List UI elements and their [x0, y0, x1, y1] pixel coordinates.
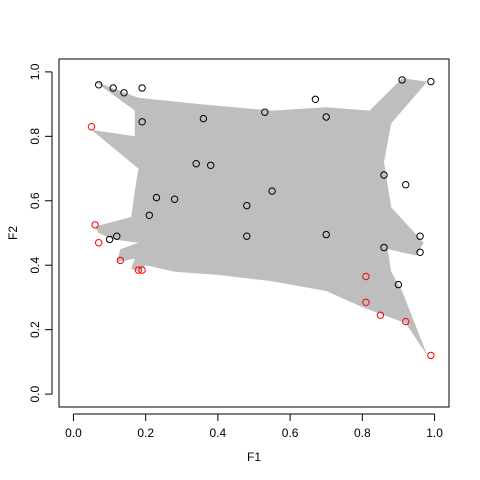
y-axis-label: F2: [6, 226, 20, 240]
data-point: [394, 280, 403, 289]
x-tick-label: 0.8: [354, 426, 371, 440]
data-point: [261, 108, 269, 116]
y-tick-label: 0.4: [28, 257, 42, 274]
data-point: [170, 195, 179, 203]
data-point: [138, 84, 146, 92]
y-tick-label: 0.2: [28, 321, 42, 338]
data-point: [199, 114, 208, 123]
data-point: [398, 76, 406, 84]
data-point: [322, 113, 330, 121]
data-point: [152, 193, 161, 202]
data-point: [109, 84, 117, 92]
data-point: [362, 298, 370, 306]
data-point: [207, 161, 215, 170]
data-point: [380, 243, 388, 252]
gray-region-layer: [91, 78, 428, 356]
x-tick-label: 0.2: [137, 426, 154, 440]
x-tick-label: 0.6: [282, 426, 299, 440]
x-axis: 0.0 0.2 0.4 0.6 0.8 1.0: [65, 413, 443, 440]
y-tick-label: 0.0: [28, 385, 42, 402]
data-point: [243, 201, 251, 210]
data-point: [138, 118, 146, 126]
gray-region: [91, 78, 428, 356]
data-point: [322, 230, 330, 239]
x-tick-label: 0.0: [65, 426, 82, 440]
data-point: [105, 235, 114, 244]
data-point: [95, 239, 103, 247]
data-point: [192, 160, 200, 168]
data-point: [138, 266, 146, 274]
data-point: [380, 171, 388, 179]
data-point: [243, 232, 251, 240]
y-tick-label: 0.6: [28, 192, 42, 209]
data-point: [376, 311, 385, 319]
data-point: [91, 221, 99, 229]
data-point: [87, 123, 96, 131]
data-point: [116, 256, 125, 265]
data-point: [402, 181, 410, 189]
data-point: [402, 317, 410, 326]
points-layer: [87, 76, 435, 360]
data-point: [95, 81, 103, 89]
x-tick-label: 1.0: [426, 426, 443, 440]
data-point: [427, 77, 435, 86]
y-tick-label: 0.8: [28, 128, 42, 145]
data-point: [311, 95, 320, 104]
data-point: [268, 187, 276, 195]
data-point: [427, 351, 435, 360]
y-tick-label: 1.0: [28, 63, 42, 80]
data-point: [113, 232, 121, 240]
data-point: [416, 248, 424, 257]
data-point: [134, 266, 143, 274]
data-point: [416, 232, 424, 240]
plot-frame: [58, 58, 450, 408]
data-point: [145, 211, 154, 220]
data-point: [362, 272, 370, 281]
y-axis: 0.0 0.2 0.4 0.6 0.8 1.0: [28, 63, 53, 402]
x-tick-label: 0.4: [210, 426, 227, 440]
x-axis-label: F1: [247, 450, 261, 464]
data-point: [120, 89, 128, 97]
